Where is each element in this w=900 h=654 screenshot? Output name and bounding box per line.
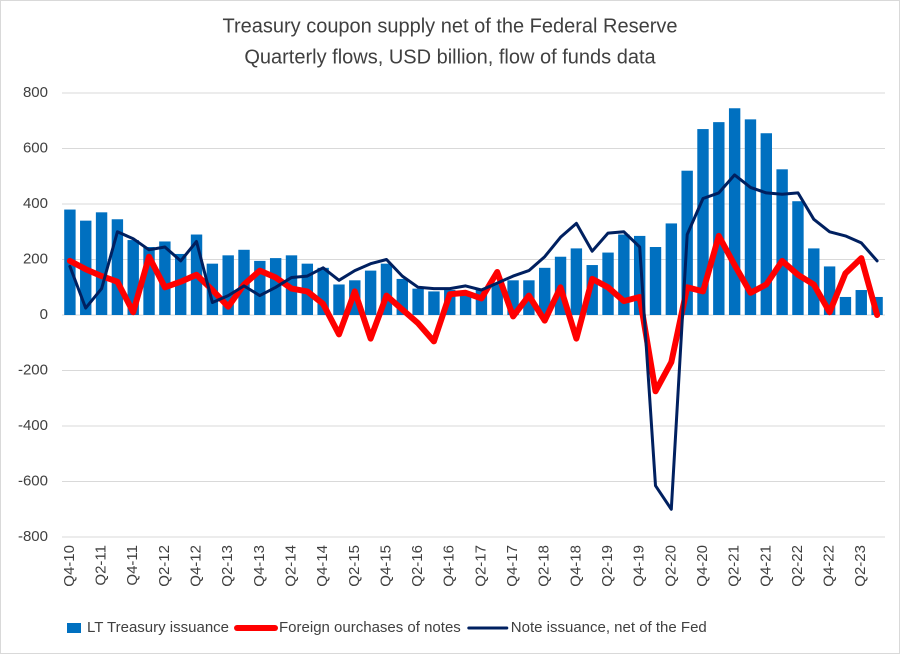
bar	[507, 280, 519, 315]
bar	[254, 260, 266, 315]
bar	[459, 294, 472, 315]
bar	[111, 219, 124, 315]
x-tick-label: Q2-23	[852, 545, 869, 587]
chart-subtitle: Quarterly flows, USD billion, flow of fu…	[244, 46, 656, 68]
y-tick-label: -800	[18, 528, 48, 545]
bar	[159, 241, 171, 315]
bar	[602, 252, 614, 315]
y-tick-label: -600	[18, 472, 48, 489]
y-tick-label: -200	[18, 361, 48, 378]
x-tick-label: Q4-10	[61, 545, 78, 587]
x-tick-label: Q4-21	[757, 545, 774, 587]
x-tick-label: Q2-16	[409, 545, 426, 587]
x-tick-label: Q4-17	[504, 545, 521, 587]
legend-label: Note issuance, net of the Fed	[511, 619, 707, 636]
x-tick-label: Q4-13	[251, 545, 268, 587]
line	[66, 232, 881, 395]
bar	[618, 234, 630, 315]
x-tick-label: Q4-19	[631, 545, 648, 587]
y-tick-label: 200	[23, 250, 48, 267]
bar	[665, 223, 678, 315]
legend-label: Foreign ourchases of notes	[279, 619, 461, 636]
bar	[823, 266, 836, 315]
y-tick-label: 0	[40, 306, 48, 323]
legend-swatch	[67, 623, 81, 633]
bar	[728, 108, 741, 315]
bar	[396, 278, 408, 315]
bar	[317, 267, 329, 315]
bar	[222, 255, 234, 315]
x-tick-label: Q2-13	[219, 545, 236, 587]
bar	[792, 201, 804, 315]
bar	[649, 247, 662, 315]
bar	[412, 288, 424, 315]
x-tick-label: Q4-22	[821, 545, 838, 587]
legend-label: LT Treasury issuance	[87, 619, 229, 636]
line	[68, 173, 879, 511]
bar	[491, 284, 503, 315]
chart-title: Treasury coupon supply net of the Federa…	[222, 15, 677, 37]
bar	[570, 248, 583, 315]
bar	[333, 284, 345, 315]
bar	[744, 119, 757, 315]
x-tick-label: Q4-11	[124, 545, 141, 586]
bar	[633, 235, 646, 315]
bar	[776, 169, 788, 315]
bar	[713, 122, 725, 315]
x-tick-label: Q4-18	[567, 545, 584, 587]
y-tick-label: -400	[18, 417, 48, 434]
x-tick-label: Q2-17	[472, 545, 489, 587]
bar	[839, 296, 852, 315]
x-tick-label: Q2-12	[156, 545, 173, 587]
x-tick-label: Q2-15	[346, 545, 363, 587]
bar	[428, 291, 440, 315]
x-tick-label: Q4-14	[314, 545, 331, 587]
bar	[143, 247, 155, 315]
bar	[475, 288, 488, 315]
y-tick-label: 400	[23, 195, 48, 212]
y-tick-label: 800	[23, 84, 48, 101]
bar	[95, 212, 108, 315]
x-tick-label: Q4-15	[377, 545, 394, 587]
x-tick-label: Q2-18	[536, 545, 553, 587]
bar	[697, 129, 709, 315]
x-tick-label: Q4-12	[187, 545, 204, 587]
bar	[760, 133, 772, 315]
bar	[380, 263, 393, 315]
bar	[539, 267, 551, 315]
bar	[127, 240, 139, 315]
x-tick-label: Q4-20	[694, 545, 711, 587]
x-tick-label: Q2-19	[599, 545, 616, 587]
bar	[364, 270, 377, 315]
x-tick-label: Q4-16	[441, 545, 458, 587]
y-tick-label: 600	[23, 139, 48, 156]
x-tick-label: Q2-11	[93, 545, 110, 586]
x-tick-label: Q2-14	[282, 545, 299, 587]
x-tick-label: Q2-21	[726, 545, 743, 587]
bar	[855, 290, 867, 315]
x-tick-label: Q2-22	[789, 545, 806, 587]
x-tick-label: Q2-20	[662, 545, 679, 587]
